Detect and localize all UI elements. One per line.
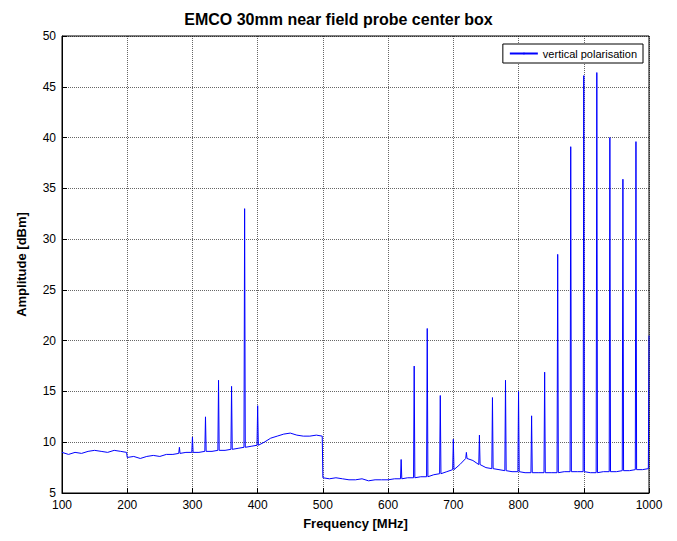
svg-text:50: 50	[43, 29, 57, 43]
svg-text:100: 100	[52, 498, 72, 512]
svg-text:Amplitude [dBm]: Amplitude [dBm]	[14, 212, 29, 317]
svg-text:800: 800	[509, 498, 529, 512]
svg-text:30: 30	[43, 232, 57, 246]
svg-text:10: 10	[43, 435, 57, 449]
svg-text:5: 5	[49, 486, 56, 500]
svg-text:20: 20	[43, 334, 57, 348]
svg-text:45: 45	[43, 80, 57, 94]
svg-text:300: 300	[182, 498, 202, 512]
svg-text:900: 900	[574, 498, 594, 512]
svg-text:vertical polarisation: vertical polarisation	[543, 48, 637, 60]
svg-text:EMCO 30mm near field probe cen: EMCO 30mm near field probe center box	[184, 11, 493, 28]
svg-text:700: 700	[443, 498, 463, 512]
svg-text:Frequency [MHz]: Frequency [MHz]	[303, 516, 408, 531]
svg-text:40: 40	[43, 131, 57, 145]
svg-text:400: 400	[248, 498, 268, 512]
svg-text:500: 500	[313, 498, 333, 512]
svg-text:15: 15	[43, 384, 57, 398]
svg-text:600: 600	[378, 498, 398, 512]
svg-text:200: 200	[117, 498, 137, 512]
svg-text:1000: 1000	[636, 498, 663, 512]
svg-text:25: 25	[43, 283, 57, 297]
svg-text:35: 35	[43, 181, 57, 195]
